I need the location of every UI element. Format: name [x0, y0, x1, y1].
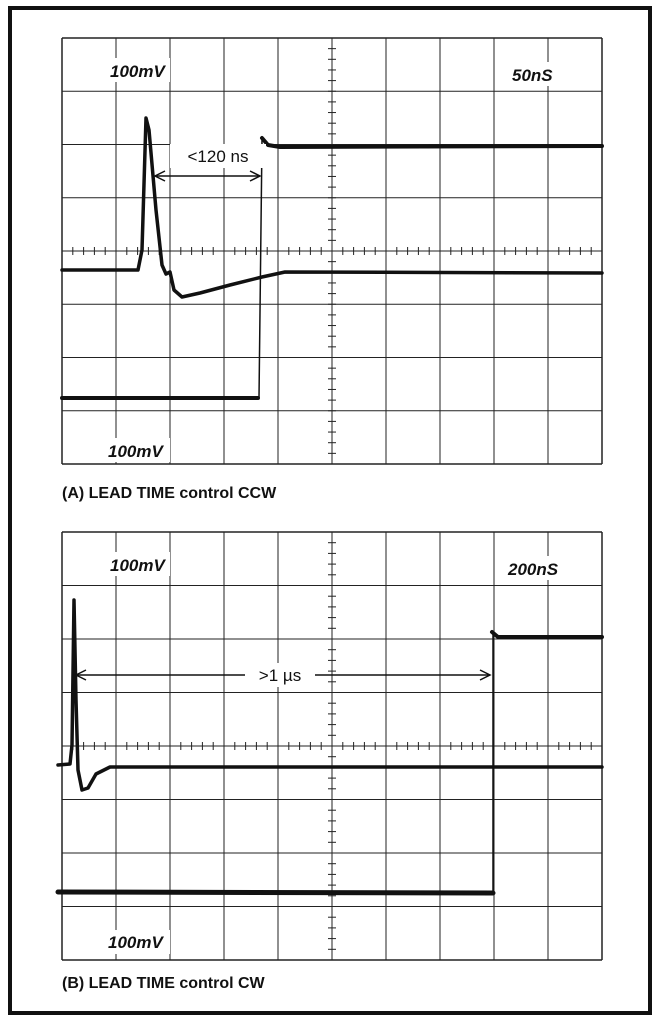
scale-label: 100mV	[110, 62, 166, 81]
time-label: 200nS	[507, 560, 559, 579]
figure: <120 ns 100mV 50nS 100mV (A) LEAD TIME c…	[0, 0, 661, 1021]
interval-label: >1 µs	[259, 666, 301, 685]
border	[10, 8, 650, 1013]
scale-label: 100mV	[108, 933, 164, 952]
interval-label: <120 ns	[188, 147, 249, 166]
scale-label: 100mV	[110, 556, 166, 575]
caption: (B) LEAD TIME control CW	[62, 975, 266, 992]
scale-label: 100mV	[108, 442, 164, 461]
time-label: 50nS	[512, 66, 553, 85]
trace	[58, 892, 493, 893]
caption: (A) LEAD TIME control CCW	[62, 485, 277, 502]
